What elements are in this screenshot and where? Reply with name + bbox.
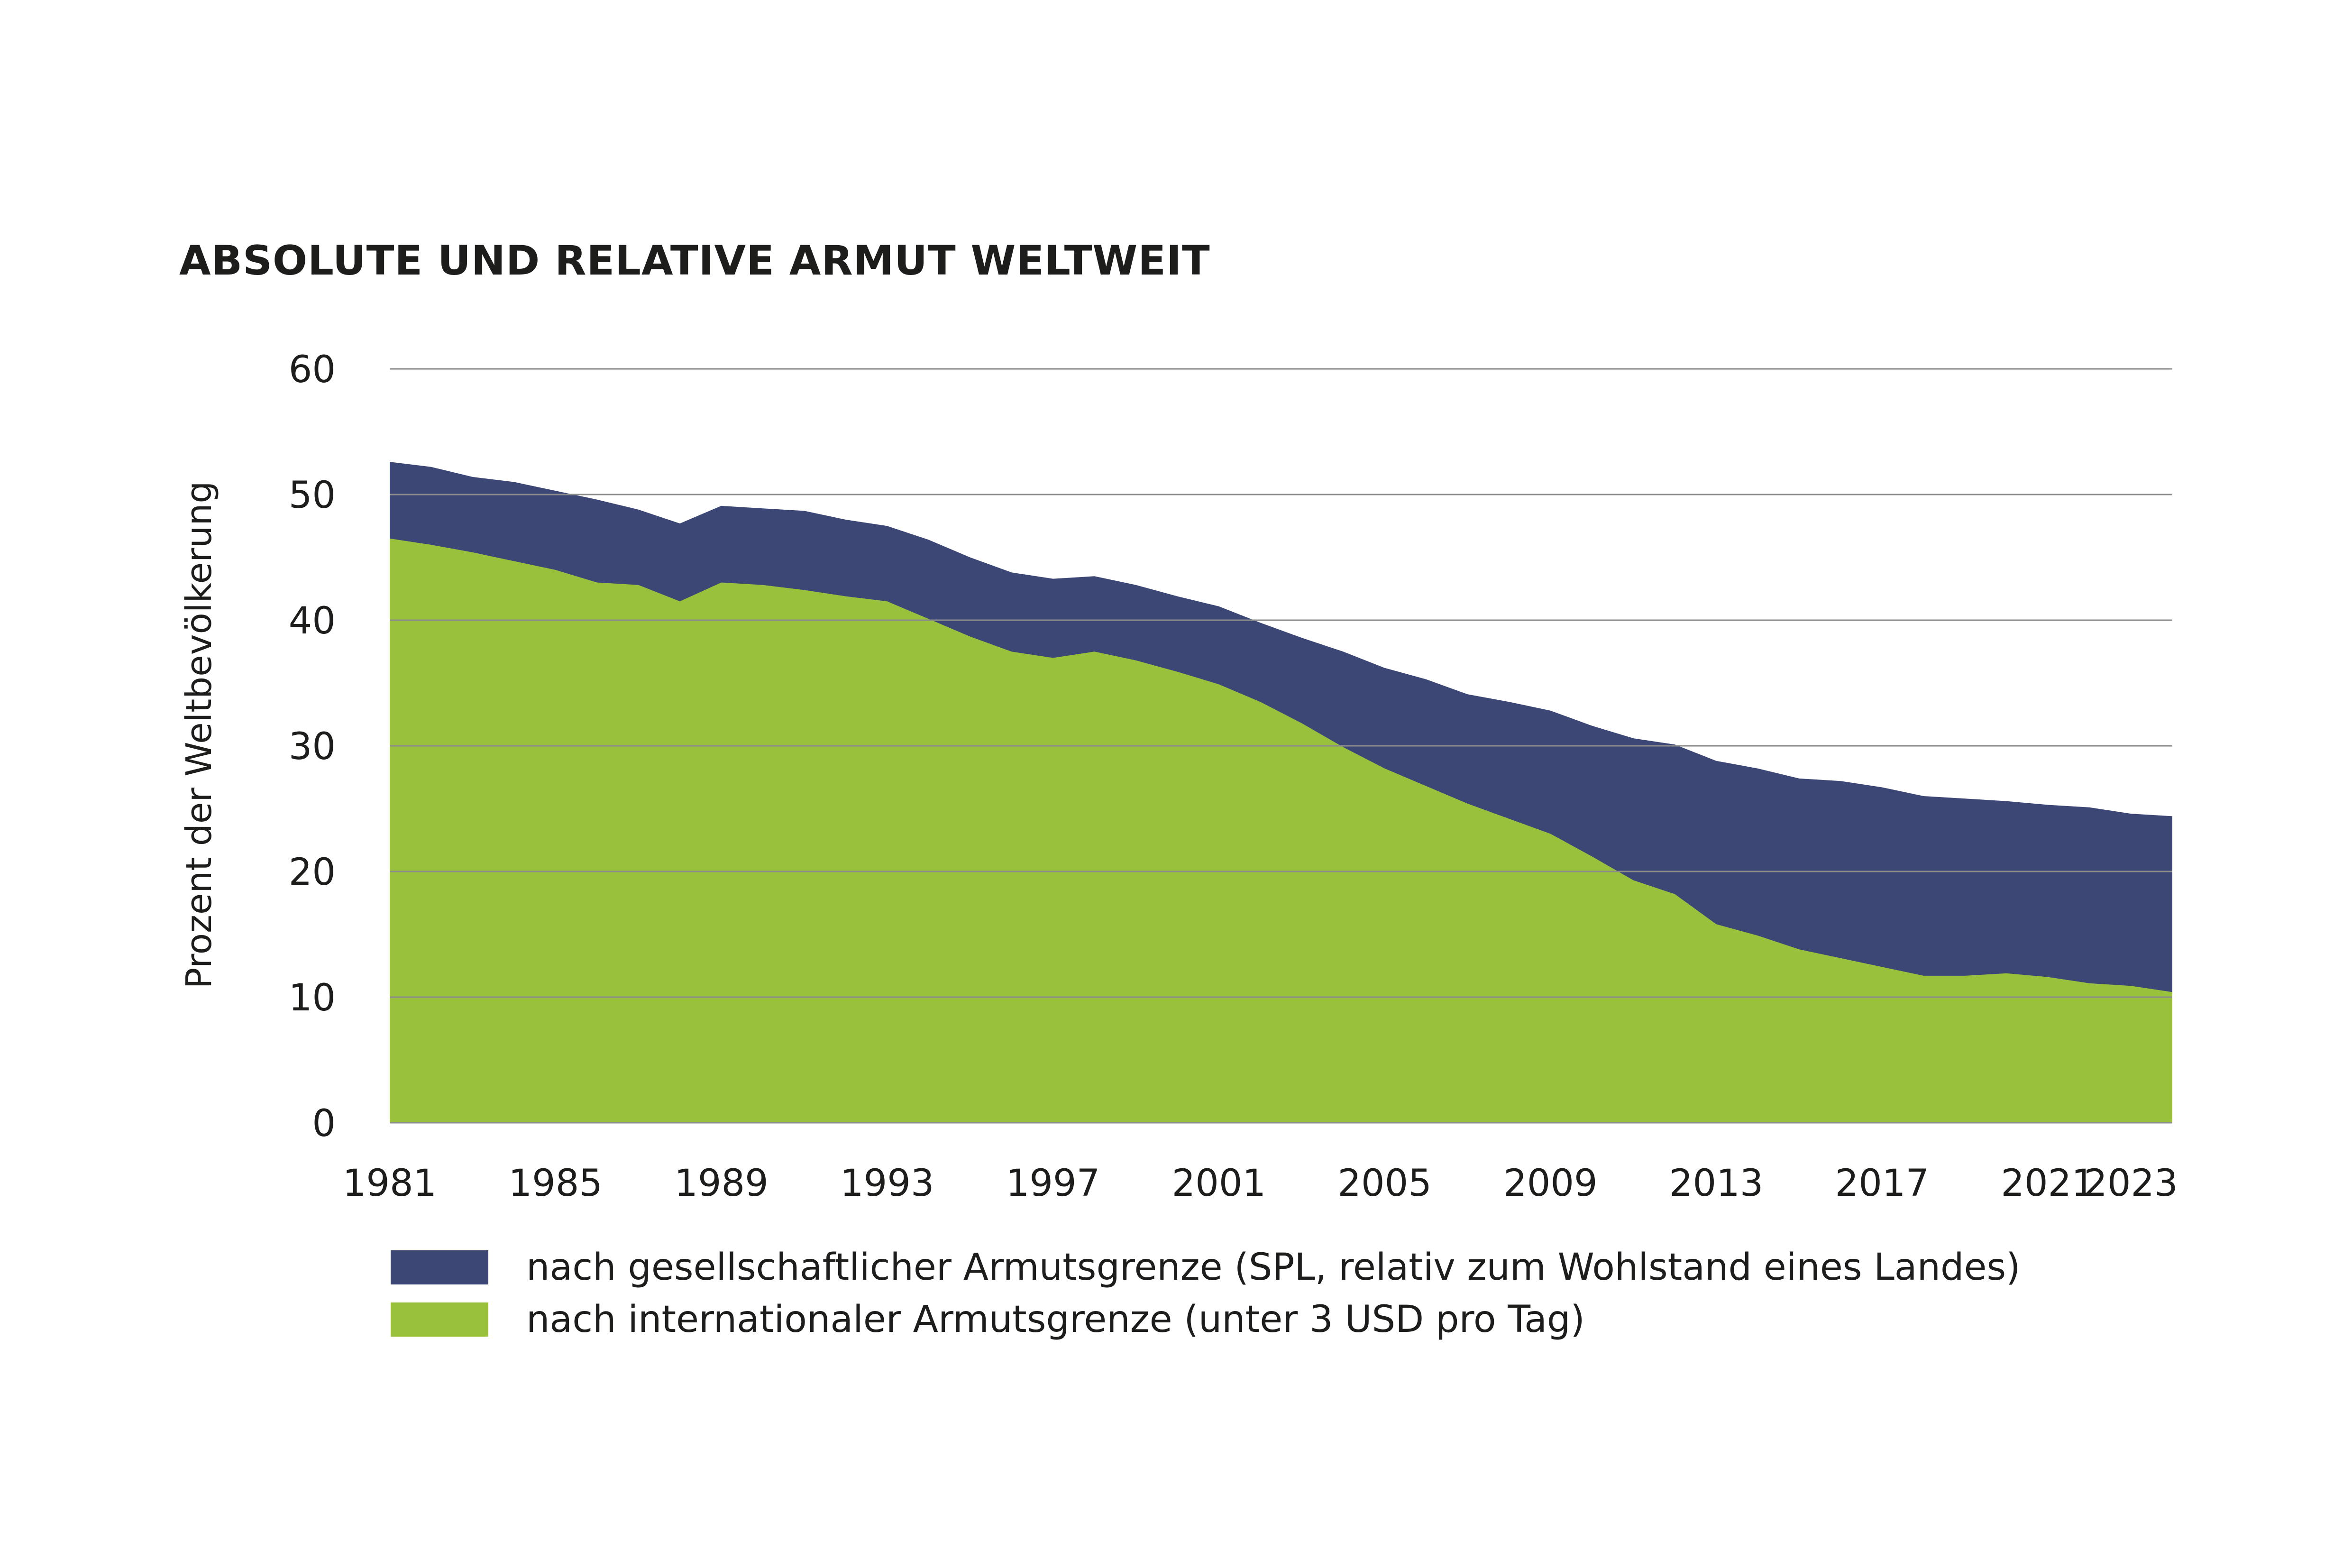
x-tick-label-2021: 2021 <box>2001 1162 2095 1205</box>
gridlines <box>390 368 2172 1124</box>
y-tick-label-20: 20 <box>289 851 336 894</box>
x-tick-label-2009: 2009 <box>1503 1162 1598 1205</box>
x-tick-label-2017: 2017 <box>1835 1162 1930 1205</box>
x-tick-label-1997: 1997 <box>1006 1162 1100 1205</box>
y-tick-label-0: 0 <box>312 1102 336 1145</box>
x-tick-label-2005: 2005 <box>1337 1162 1432 1205</box>
legend-item-ipl: nach internationaler Armutsgrenze (unter… <box>391 1293 2021 1346</box>
y-tick-label-10: 10 <box>289 977 336 1019</box>
y-tick-label-60: 60 <box>289 348 336 391</box>
legend-item-spl: nach gesellschaftlicher Armutsgrenze (SP… <box>391 1241 2021 1293</box>
x-axis-ticks: 1981 1985 1989 1993 1997 2001 2005 2009 2013 2017… <box>343 1162 2178 1205</box>
y-axis-title: Prozent der Weltbevölkerung <box>179 481 220 989</box>
legend-swatch-ipl <box>391 1302 488 1337</box>
x-tick-label-1985: 1985 <box>509 1162 603 1205</box>
chart-areas <box>390 462 2172 1123</box>
y-tick-label-30: 30 <box>289 725 336 768</box>
chart-title: ABSOLUTE UND RELATIVE ARMUT WELTWEIT <box>179 237 1210 284</box>
legend-swatch-spl <box>391 1250 488 1284</box>
y-tick-label-40: 40 <box>289 600 336 642</box>
x-tick-label-1989: 1989 <box>674 1162 769 1205</box>
legend-label-spl: nach gesellschaftlicher Armutsgrenze (SP… <box>526 1246 2021 1289</box>
x-tick-label-1981: 1981 <box>343 1162 437 1205</box>
x-tick-label-1993: 1993 <box>840 1162 934 1205</box>
y-axis-ticks: 0 10 20 30 40 50 60 <box>289 348 336 1145</box>
area-series-ipl <box>390 538 2172 1123</box>
x-tick-label-2013: 2013 <box>1669 1162 1764 1205</box>
legend: nach gesellschaftlicher Armutsgrenze (SP… <box>391 1241 2021 1346</box>
x-tick-label-2023: 2023 <box>2084 1162 2178 1205</box>
x-tick-label-2001: 2001 <box>1172 1162 1266 1205</box>
legend-label-ipl: nach internationaler Armutsgrenze (unter… <box>526 1298 1585 1341</box>
y-tick-label-50: 50 <box>289 474 336 517</box>
